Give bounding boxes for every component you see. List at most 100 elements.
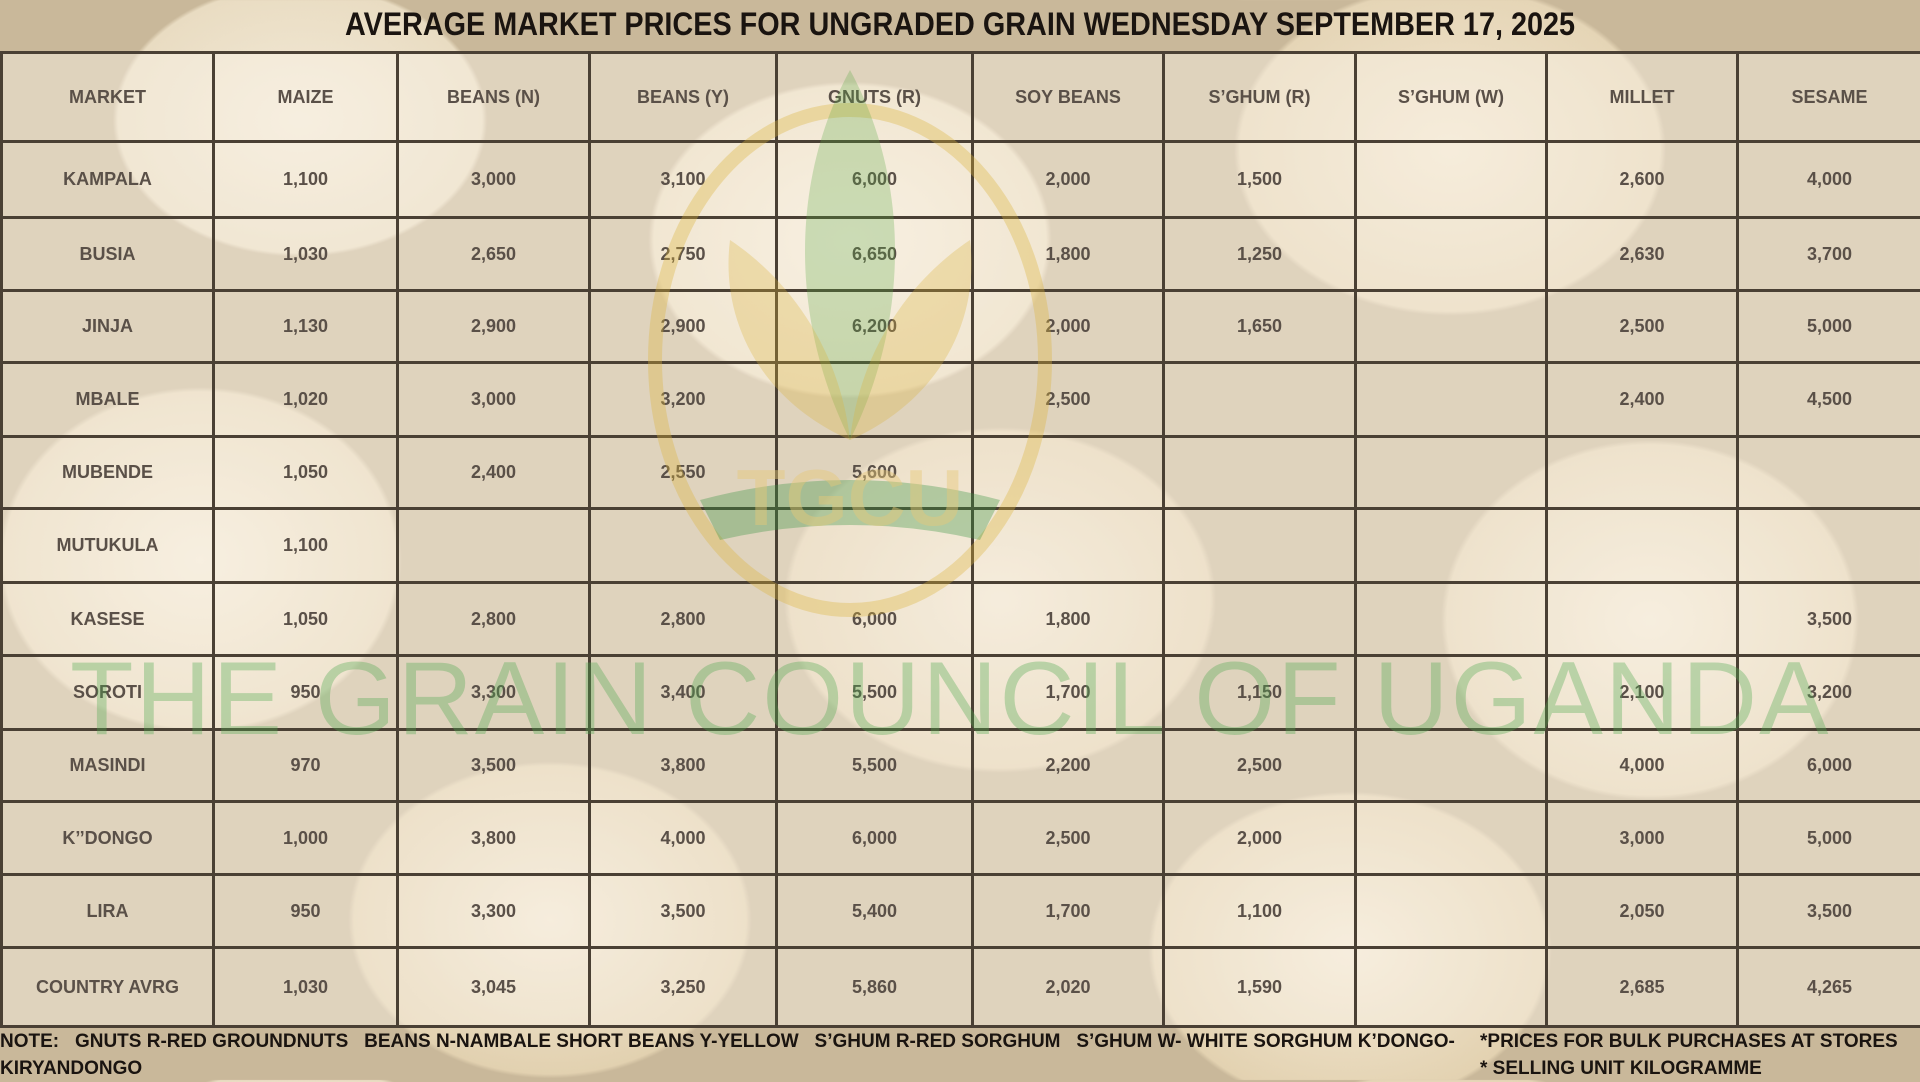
- price-cell: 1,700: [973, 875, 1164, 948]
- header-cell: BEANS (N): [398, 53, 590, 142]
- price-cell: 2,630: [1547, 218, 1738, 291]
- price-cell: 2,750: [590, 218, 777, 291]
- price-cell: 3,300: [398, 875, 590, 948]
- header-cell: SESAME: [1738, 53, 1920, 142]
- price-cell: 3,045: [398, 948, 590, 1027]
- price-cell: [1356, 363, 1547, 437]
- price-cell: 2,500: [973, 802, 1164, 875]
- price-cell: 3,500: [398, 730, 590, 802]
- header-cell: GNUTS (R): [777, 53, 973, 142]
- market-name-cell: LIRA: [2, 875, 214, 948]
- header-cell: SOY BEANS: [973, 53, 1164, 142]
- price-cell: 3,500: [1738, 875, 1920, 948]
- price-cell: [973, 437, 1164, 509]
- price-cell: 1,800: [973, 583, 1164, 656]
- market-name-cell: MUTUKULA: [2, 509, 214, 583]
- note-bulk-purchases: *PRICES FOR BULK PURCHASES AT STORES: [1480, 1028, 1920, 1055]
- price-cell: 3,500: [590, 875, 777, 948]
- price-cell: 2,050: [1547, 875, 1738, 948]
- price-cell: 3,800: [398, 802, 590, 875]
- market-name-cell: KASESE: [2, 583, 214, 656]
- note-selling-unit: * SELLING UNIT KILOGRAMME: [1480, 1055, 1920, 1082]
- price-cell: 2,100: [1547, 656, 1738, 730]
- price-cell: 2,200: [973, 730, 1164, 802]
- price-cell: 1,650: [1164, 291, 1356, 363]
- price-cell: 4,000: [590, 802, 777, 875]
- price-cell: 2,900: [398, 291, 590, 363]
- price-cell: [777, 509, 973, 583]
- market-name-cell: BUSIA: [2, 218, 214, 291]
- price-cell: 2,500: [1547, 291, 1738, 363]
- price-cell: 2,000: [1164, 802, 1356, 875]
- price-cell: 4,000: [1738, 142, 1920, 218]
- price-cell: 3,200: [590, 363, 777, 437]
- price-cell: 950: [214, 656, 398, 730]
- price-cell: 6,650: [777, 218, 973, 291]
- price-cell: 5,860: [777, 948, 973, 1027]
- market-name-cell: KAMPALA: [2, 142, 214, 218]
- price-cell: 1,020: [214, 363, 398, 437]
- price-cell: 5,400: [777, 875, 973, 948]
- price-cell: [1356, 509, 1547, 583]
- price-cell: 6,000: [1738, 730, 1920, 802]
- header-cell: S’GHUM (W): [1356, 53, 1547, 142]
- header-cell: BEANS (Y): [590, 53, 777, 142]
- price-cell: 1,050: [214, 437, 398, 509]
- price-cell: 3,200: [1738, 656, 1920, 730]
- note-line-1: NOTE: GNUTS R-RED GROUNDNUTS BEANS N-NAM…: [0, 1028, 1440, 1055]
- price-cell: 3,700: [1738, 218, 1920, 291]
- price-cell: 3,000: [398, 142, 590, 218]
- price-cell: 2,600: [1547, 142, 1738, 218]
- price-cell: 2,550: [590, 437, 777, 509]
- note-abbreviations: NOTE: GNUTS R-RED GROUNDNUTS BEANS N-NAM…: [0, 1028, 1440, 1082]
- price-cell: 6,200: [777, 291, 973, 363]
- price-cell: 2,650: [398, 218, 590, 291]
- price-cell: 2,900: [590, 291, 777, 363]
- price-cell: [1356, 142, 1547, 218]
- header-cell: MILLET: [1547, 53, 1738, 142]
- price-cell: 5,500: [777, 730, 973, 802]
- price-cell: 2,020: [973, 948, 1164, 1027]
- price-cell: 6,000: [777, 802, 973, 875]
- price-cell: 1,100: [1164, 875, 1356, 948]
- price-cell: [1356, 802, 1547, 875]
- price-cell: 4,500: [1738, 363, 1920, 437]
- price-cell: 2,500: [1164, 730, 1356, 802]
- price-cell: [1356, 948, 1547, 1027]
- price-cell: 970: [214, 730, 398, 802]
- price-cell: 4,000: [1547, 730, 1738, 802]
- header-cell: MARKET: [2, 53, 214, 142]
- price-cell: [1356, 218, 1547, 291]
- page-title: AVERAGE MARKET PRICES FOR UNGRADED GRAIN…: [96, 6, 1824, 43]
- price-cell: 2,400: [1547, 363, 1738, 437]
- price-cell: 3,000: [1547, 802, 1738, 875]
- price-cell: 5,600: [777, 437, 973, 509]
- price-cell: 1,700: [973, 656, 1164, 730]
- price-cell: 1,500: [1164, 142, 1356, 218]
- price-cell: [1164, 509, 1356, 583]
- market-name-cell: MUBENDE: [2, 437, 214, 509]
- price-cell: [1164, 437, 1356, 509]
- market-name-cell: MBALE: [2, 363, 214, 437]
- price-cell: [1164, 583, 1356, 656]
- price-cell: [398, 509, 590, 583]
- price-cell: [1738, 509, 1920, 583]
- price-cell: 3,300: [398, 656, 590, 730]
- note-purchase-info: *PRICES FOR BULK PURCHASES AT STORES * S…: [1480, 1028, 1920, 1082]
- price-cell: 1,050: [214, 583, 398, 656]
- price-cell: 2,000: [973, 291, 1164, 363]
- price-cell: 1,030: [214, 948, 398, 1027]
- note-line-2: KIRYANDONGO: [0, 1055, 1440, 1082]
- price-cell: 2,800: [398, 583, 590, 656]
- price-cell: [590, 509, 777, 583]
- price-cell: 5,000: [1738, 291, 1920, 363]
